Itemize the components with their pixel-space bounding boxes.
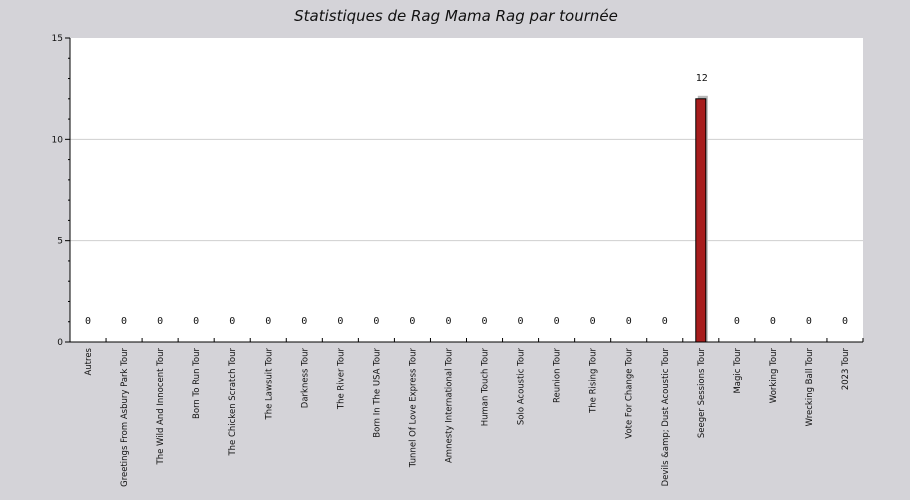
y-tick-label: 5: [57, 237, 63, 247]
data-label: 0: [482, 316, 488, 327]
bar: [695, 98, 707, 343]
data-label: 0: [409, 316, 415, 327]
data-label: 0: [806, 316, 812, 327]
x-tick-label: The Wild And Innocent Tour: [156, 348, 166, 466]
x-tick-label: Solo Acoustic Tour: [517, 348, 527, 426]
data-label: 0: [518, 316, 524, 327]
bars: [695, 95, 708, 343]
x-tick-label: Working Tour: [769, 347, 779, 403]
x-tick-label: Darkness Tour: [300, 348, 310, 409]
data-label: 0: [590, 316, 596, 327]
data-label: 0: [301, 316, 307, 327]
data-label: 0: [157, 316, 163, 327]
y-tick-label: 15: [52, 34, 63, 44]
x-tick-label: Seeger Sessions Tour: [697, 348, 707, 439]
x-tick-label: Tunnel Of Love Express Tour: [408, 348, 418, 469]
gridlines: [70, 138, 863, 242]
data-label: 0: [193, 316, 199, 327]
x-tick-label: Born In The USA Tour: [372, 348, 382, 438]
x-tick-label: 2023 Tour: [841, 348, 851, 391]
x-tick-label: Reunion Tour: [553, 348, 563, 404]
data-label: 0: [662, 316, 668, 327]
data-label: 0: [265, 316, 271, 327]
x-tick-label: The Lawsuit Tour: [264, 347, 274, 420]
data-label: 0: [373, 316, 379, 327]
y-tick-label: 10: [52, 135, 64, 145]
x-tick-label: Magic Tour: [733, 348, 743, 394]
x-tick-label: Wrecking Ball Tour: [805, 348, 815, 427]
x-tick-label: Amnesty International Tour: [444, 348, 454, 463]
chart-title: Statistiques de Rag Mama Rag par tournée: [294, 7, 618, 25]
x-tick-label: Vote For Change Tour: [625, 348, 635, 439]
plot-area: [70, 38, 863, 342]
x-tick-label: The Rising Tour: [589, 348, 599, 414]
x-tick-label: The Chicken Scratch Tour: [228, 348, 238, 457]
data-label: 0: [445, 316, 451, 327]
x-tick-label: Devils &amp; Dust Acoustic Tour: [661, 347, 671, 486]
labels: 0 5 10 15 0 Autres 0 Greetings From Asbury Park…: [52, 34, 851, 487]
x-tick-label: The River Tour: [336, 348, 346, 411]
y-tick-label: 0: [57, 338, 63, 348]
data-label: 0: [554, 316, 560, 327]
data-label: 0: [770, 316, 776, 327]
data-label: 0: [337, 316, 343, 327]
data-label: 0: [626, 316, 632, 327]
data-label: 0: [842, 316, 848, 327]
data-label: 0: [229, 316, 235, 327]
data-label: 0: [85, 316, 91, 327]
data-label: 12: [696, 73, 708, 84]
x-tick-label: Autres: [84, 347, 94, 375]
x-tick-label: Human Touch Tour: [481, 348, 491, 427]
x-tick-label: Born To Run Tour: [192, 348, 202, 419]
data-label: 0: [121, 316, 127, 327]
data-label: 0: [734, 316, 740, 327]
axes: [65, 37, 864, 343]
x-tick-label: Greetings From Asbury Park Tour: [120, 348, 130, 487]
